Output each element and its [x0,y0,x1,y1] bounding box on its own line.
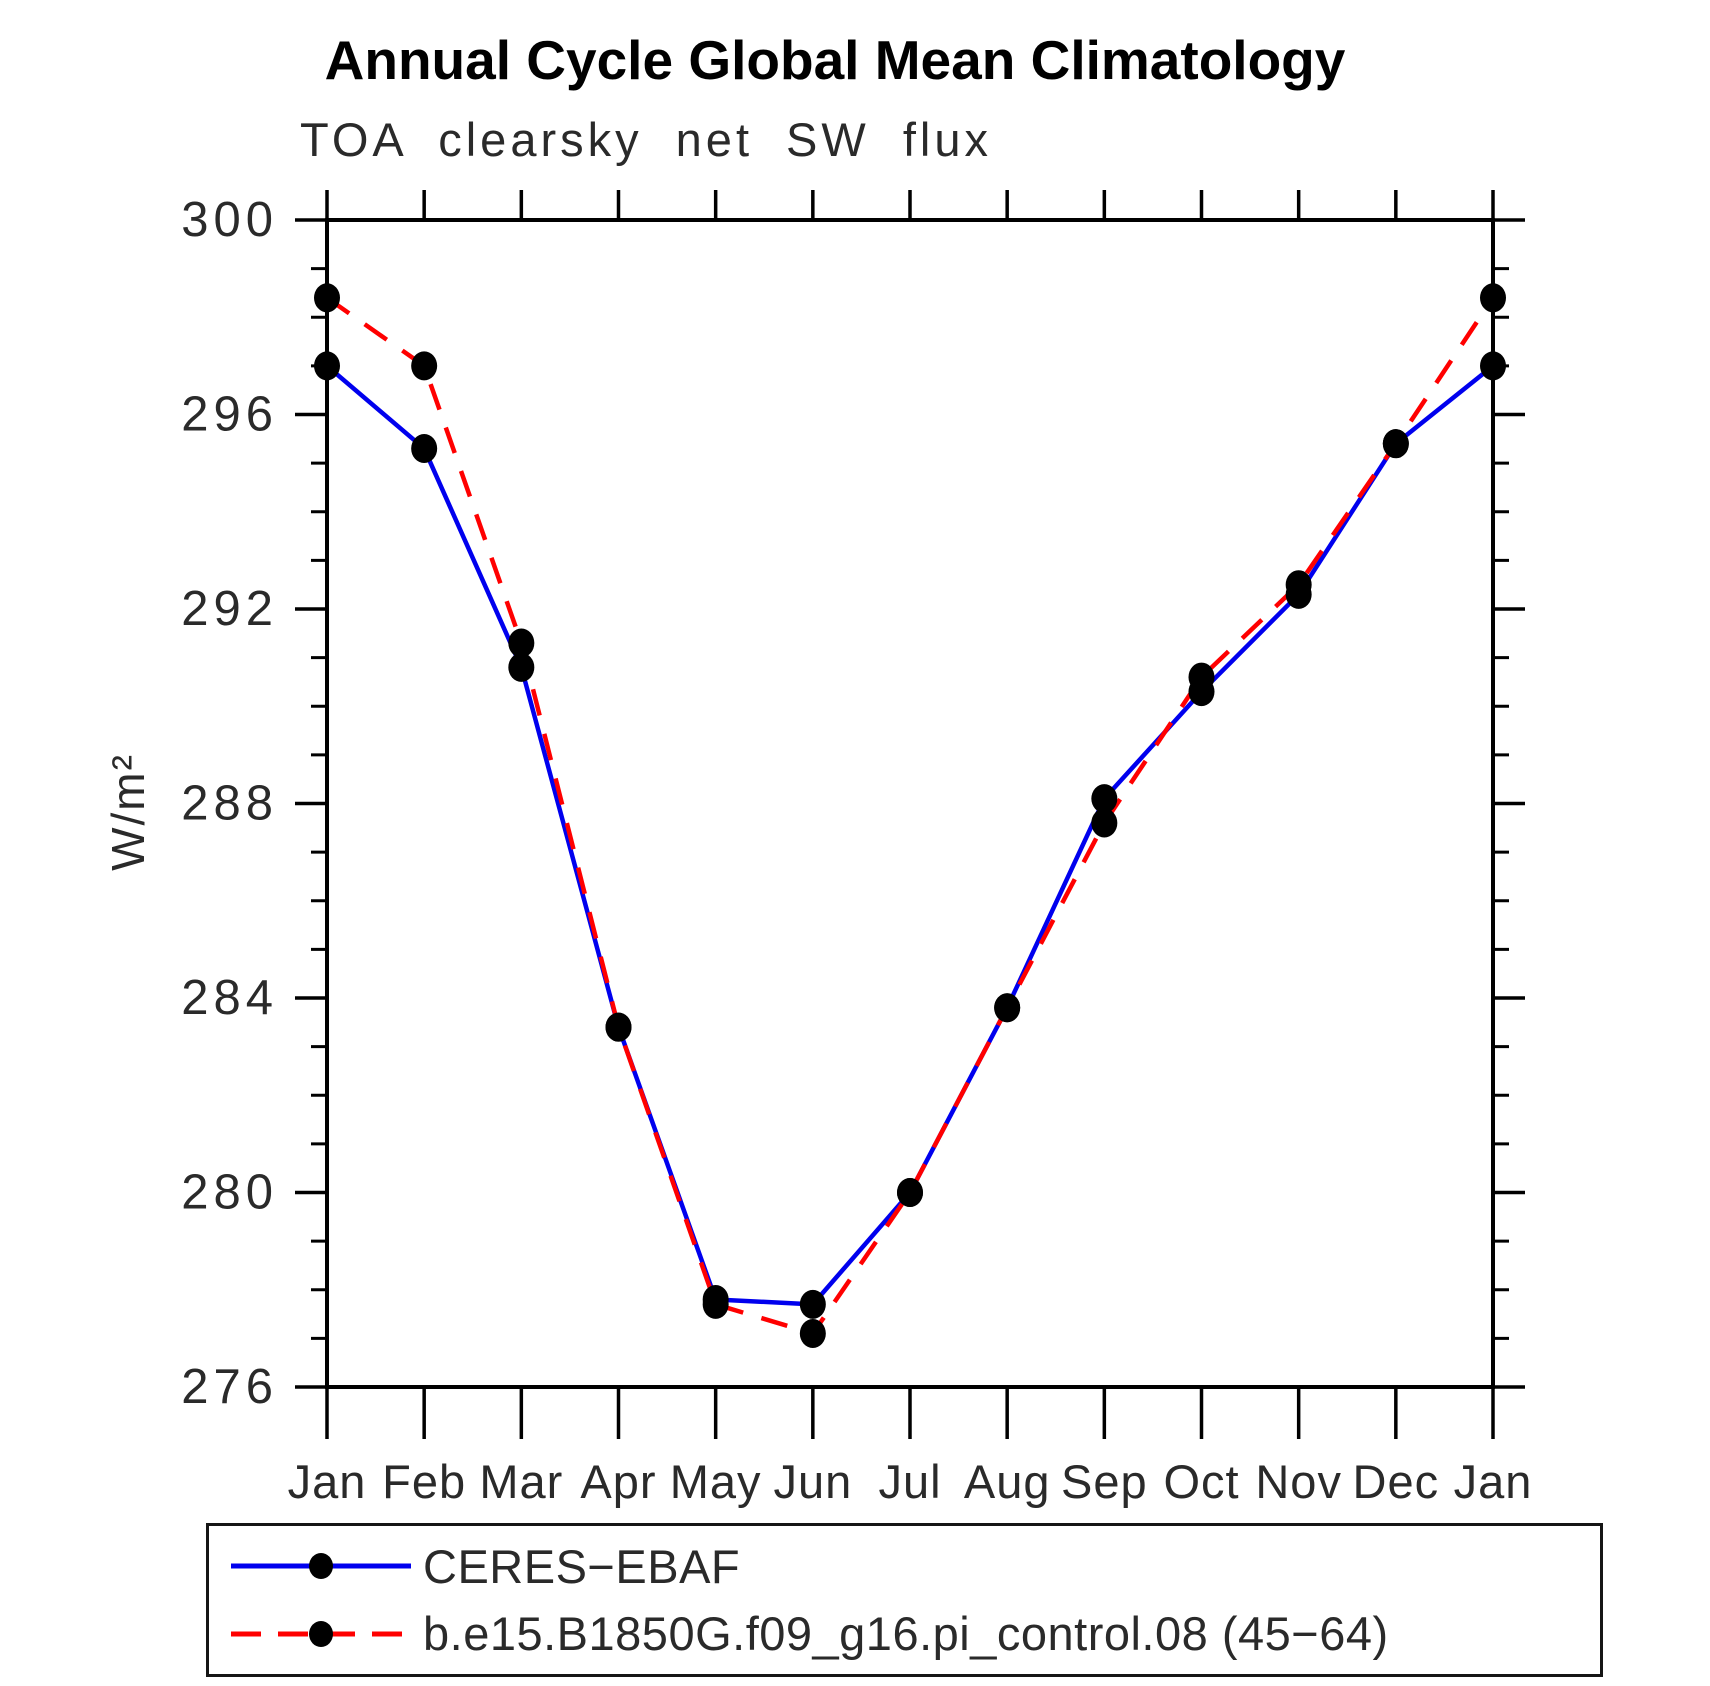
legend-item-ceres-ebaf: CERES−EBAF [225,1539,1600,1594]
data-point-marker [799,1319,826,1349]
series-line-0 [325,364,1495,1307]
legend-item-model-run: b.e15.B1850G.f09_g16.pi_control.08 (45−6… [225,1606,1600,1661]
legend: CERES−EBAF b.e15.B1850G.f09_g16.pi_contr… [206,1523,1603,1677]
y-axis-tick-label: 292 [181,582,278,636]
x-axis-tick-label: Apr [580,1455,656,1508]
x-axis-tick-label: Nov [1255,1455,1342,1508]
x-axis-tick-label: Jan [1454,1455,1533,1508]
data-point-marker [605,1012,632,1042]
x-axis-tick-label: Aug [964,1455,1051,1508]
x-axis-tick-label: Sep [1061,1455,1148,1508]
data-point-marker [314,283,340,313]
x-axis-tick-label: Jan [288,1455,367,1508]
x-axis-tick-label: Oct [1163,1455,1239,1508]
data-point-marker [799,1289,826,1319]
legend-label-ceres-ebaf: CERES−EBAF [423,1539,741,1593]
y-axis-tick-label: 288 [181,777,278,831]
data-point-marker [508,652,535,682]
legend-swatch-solid-line-icon [231,1553,411,1580]
data-point-marker [897,1178,923,1207]
legend-swatch-dashed-line-icon [231,1620,411,1647]
plot-frame [325,218,1495,1389]
data-point-marker [411,351,438,381]
data-point-marker [411,434,438,464]
x-axis-tick-label: Jul [878,1455,941,1508]
y-axis-tick-label: 280 [181,1166,278,1220]
data-point-marker [702,1289,729,1319]
chart-subtitle: TOA clearsky net SW flux [300,113,992,166]
y-axis-tick-label: 276 [181,1360,278,1414]
legend-label-model-run: b.e15.B1850G.f09_g16.pi_control.08 (45−6… [423,1607,1389,1661]
data-point-marker [1480,351,1506,381]
x-axis-tick-label: Feb [382,1455,466,1508]
data-point-marker [1091,784,1118,814]
y-axis-tick-label: 300 [181,193,278,247]
chart-title: Annual Cycle Global Mean Climatology [324,29,1346,91]
data-point-marker [994,993,1021,1023]
y-axis-tick-label: 284 [181,971,278,1025]
data-point-marker [1382,429,1409,459]
data-point-marker [1285,570,1312,600]
data-point-marker [1091,808,1118,838]
data-point-marker [1188,662,1215,692]
x-axis-tick-label: May [670,1455,762,1508]
x-axis-tick-label: Jun [773,1455,852,1508]
data-point-marker [508,628,535,658]
x-axis-tick-label: Mar [479,1455,563,1508]
y-axis-tick-label: 296 [181,388,278,442]
x-axis-tick-label: Dec [1353,1455,1440,1508]
data-point-marker [1480,283,1506,313]
data-point-marker [314,351,340,381]
